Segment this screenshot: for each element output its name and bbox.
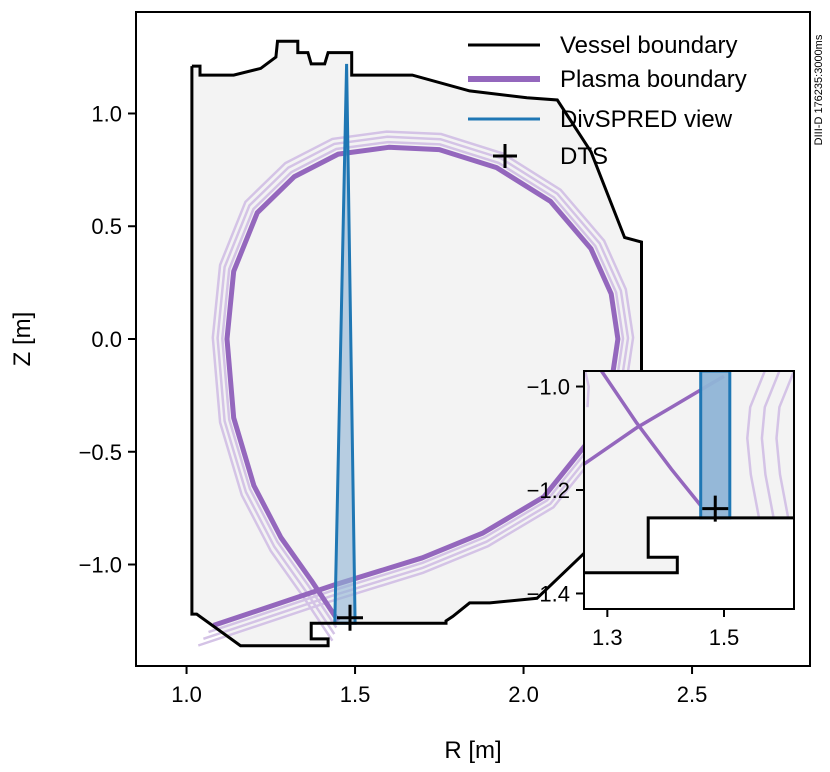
plasma-flux-surface-2 — [203, 135, 630, 640]
dts-marker — [336, 604, 363, 631]
legend: Vessel boundary Plasma boundary DivSPRED… — [468, 32, 747, 170]
inset-axes: 1.3 1.5 −1.0 −1.2 −1.4 — [527, 370, 795, 650]
y-tick-label: 0.5 — [91, 214, 122, 239]
legend-dts-marker — [493, 144, 517, 168]
legend-view-label: DivSPRED view — [560, 106, 733, 133]
plasma-boundary-line — [212, 144, 621, 628]
inset-x-tick-label: 1.5 — [709, 625, 740, 650]
y-tick-label: −0.5 — [79, 440, 122, 465]
legend-plasma-label: Plasma boundary — [560, 66, 747, 93]
main-axes: 1.0 1.5 2.0 2.5 1.0 0.5 0.0 −0.5 −1.0 R [m] Z [m… — [9, 11, 811, 764]
y-tick-label: −1.0 — [79, 553, 122, 578]
inset-flux-surface-1 — [746, 371, 766, 519]
inset-plot-area — [584, 371, 794, 575]
inset-flux-surface-3 — [775, 371, 794, 519]
x-tick-label: 1.0 — [171, 682, 202, 707]
inset-plasma-leg-2 — [600, 371, 703, 507]
inset-vessel-boundary-line — [584, 516, 794, 575]
legend-vessel-label: Vessel boundary — [560, 32, 737, 59]
plasma-flux-surface-3 — [197, 130, 635, 647]
x-tick-label: 2.5 — [677, 682, 708, 707]
inset-ticks: 1.3 1.5 −1.0 −1.2 −1.4 — [527, 375, 740, 650]
inset-y-tick-label: −1.0 — [527, 375, 570, 400]
main-ticks: 1.0 1.5 2.0 2.5 1.0 0.5 0.0 −0.5 −1.0 — [79, 101, 708, 707]
inset-y-tick-label: −1.4 — [527, 581, 570, 606]
inset-x-tick-label: 1.3 — [592, 625, 623, 650]
inset-flux-surface-left — [584, 371, 590, 408]
legend-dts-label: DTS — [560, 143, 608, 170]
inset-clipped — [584, 371, 794, 575]
main-axes-frame — [135, 11, 811, 667]
y-tick-label: 1.0 — [91, 101, 122, 126]
x-tick-label: 2.0 — [508, 682, 539, 707]
inset-y-tick-label: −1.2 — [527, 478, 570, 503]
y-axis-label: Z [m] — [9, 312, 36, 367]
main-plot-area — [190, 39, 643, 648]
shot-annotation: DIII-D 176235:3000ms — [813, 34, 825, 145]
x-axis-label: R [m] — [444, 737, 501, 764]
inset-dts-marker — [702, 495, 729, 522]
y-tick-label: 0.0 — [91, 327, 122, 352]
inset-flux-surface-2 — [760, 371, 781, 519]
plasma-flux-surface-1 — [208, 140, 625, 634]
vessel-boundary-line — [190, 39, 643, 648]
x-tick-label: 1.5 — [340, 682, 371, 707]
inset-axes-frame — [583, 370, 795, 610]
vessel-interior — [191, 41, 642, 646]
